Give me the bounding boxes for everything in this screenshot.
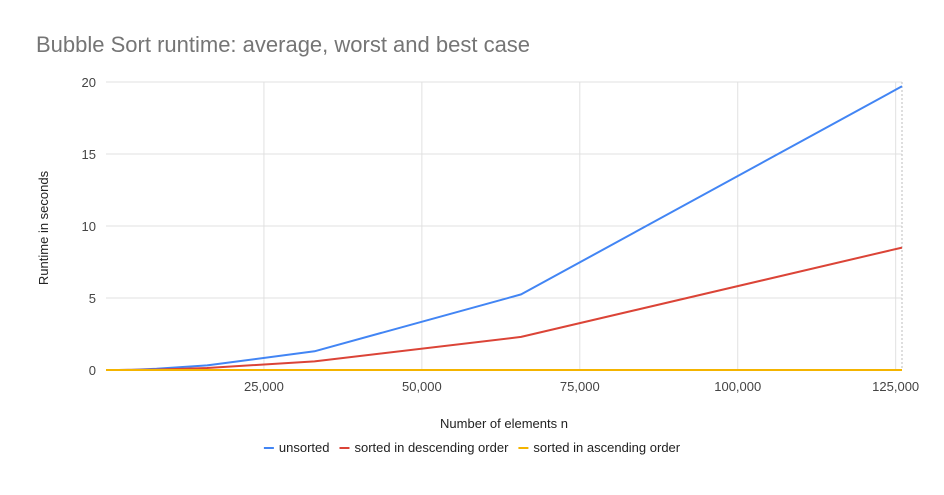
- series-line-2: [106, 246, 903, 371]
- y-tick-label: 20: [82, 75, 96, 90]
- x-tick-label: 100,000: [714, 379, 761, 394]
- y-tick-label: 5: [89, 291, 96, 306]
- x-axis-title: Number of elements n: [440, 416, 568, 431]
- legend-label-2: sorted in descending order: [354, 440, 509, 455]
- y-axis-title: Runtime in seconds: [36, 170, 51, 285]
- y-tick-label: 15: [82, 147, 96, 162]
- y-tick-label: 10: [82, 219, 96, 234]
- x-tick-label: 50,000: [402, 379, 442, 394]
- series-line-1: [106, 85, 903, 371]
- legend-label-3: sorted in ascending order: [533, 440, 680, 455]
- x-tick-label: 25,000: [244, 379, 284, 394]
- legend-label-1: unsorted: [279, 440, 330, 455]
- y-tick-label: 0: [89, 363, 96, 378]
- chart-title: Bubble Sort runtime: average, worst and …: [36, 32, 531, 57]
- x-tick-label: 125,000: [872, 379, 919, 394]
- x-tick-label: 75,000: [560, 379, 600, 394]
